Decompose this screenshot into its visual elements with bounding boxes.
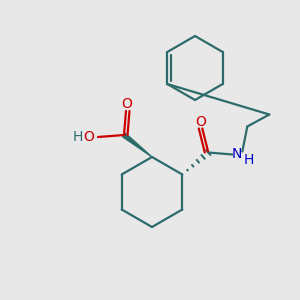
Text: O: O [84,130,94,144]
Text: O: O [195,115,206,128]
Text: H: H [244,152,254,167]
Text: H: H [73,130,83,144]
Polygon shape [123,133,152,157]
Text: O: O [122,97,132,111]
Text: N: N [232,148,242,161]
